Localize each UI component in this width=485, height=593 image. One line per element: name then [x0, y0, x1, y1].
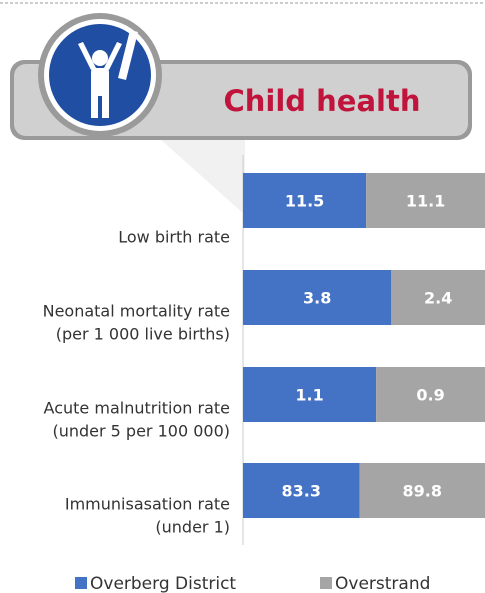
bar-segment [243, 367, 377, 422]
shadow [150, 130, 245, 215]
bar-segment [376, 367, 485, 422]
legend-label: Overstrand [335, 574, 430, 593]
legend-swatch [320, 577, 332, 589]
value-label: 89.8 [402, 482, 441, 501]
category-label: (under 1) [155, 518, 230, 537]
category-label: (per 1 000 live births) [56, 325, 230, 344]
bar-segment [359, 463, 485, 518]
bar-segment [243, 173, 367, 228]
legend-label: Overberg District [90, 574, 236, 593]
category-label: Low birth rate [118, 228, 230, 247]
category-label: Immunisasation rate [65, 495, 230, 514]
value-label: 1.1 [295, 386, 323, 405]
chart-title: Child health [224, 84, 421, 118]
child-figure [78, 30, 138, 118]
bar-segment [243, 270, 392, 325]
legend-swatch [75, 577, 87, 589]
value-label: 11.5 [285, 192, 324, 211]
value-label: 83.3 [281, 482, 320, 501]
value-label: 11.1 [406, 192, 445, 211]
category-label: (under 5 per 100 000) [52, 422, 230, 441]
value-label: 0.9 [416, 386, 444, 405]
value-label: 3.8 [303, 289, 331, 308]
bar-segment [366, 173, 485, 228]
bar-segment [391, 270, 485, 325]
bar-segment [243, 463, 360, 518]
value-label: 2.4 [424, 289, 452, 308]
category-label: Acute malnutrition rate [44, 399, 230, 418]
category-label: Neonatal mortality rate [43, 302, 230, 321]
